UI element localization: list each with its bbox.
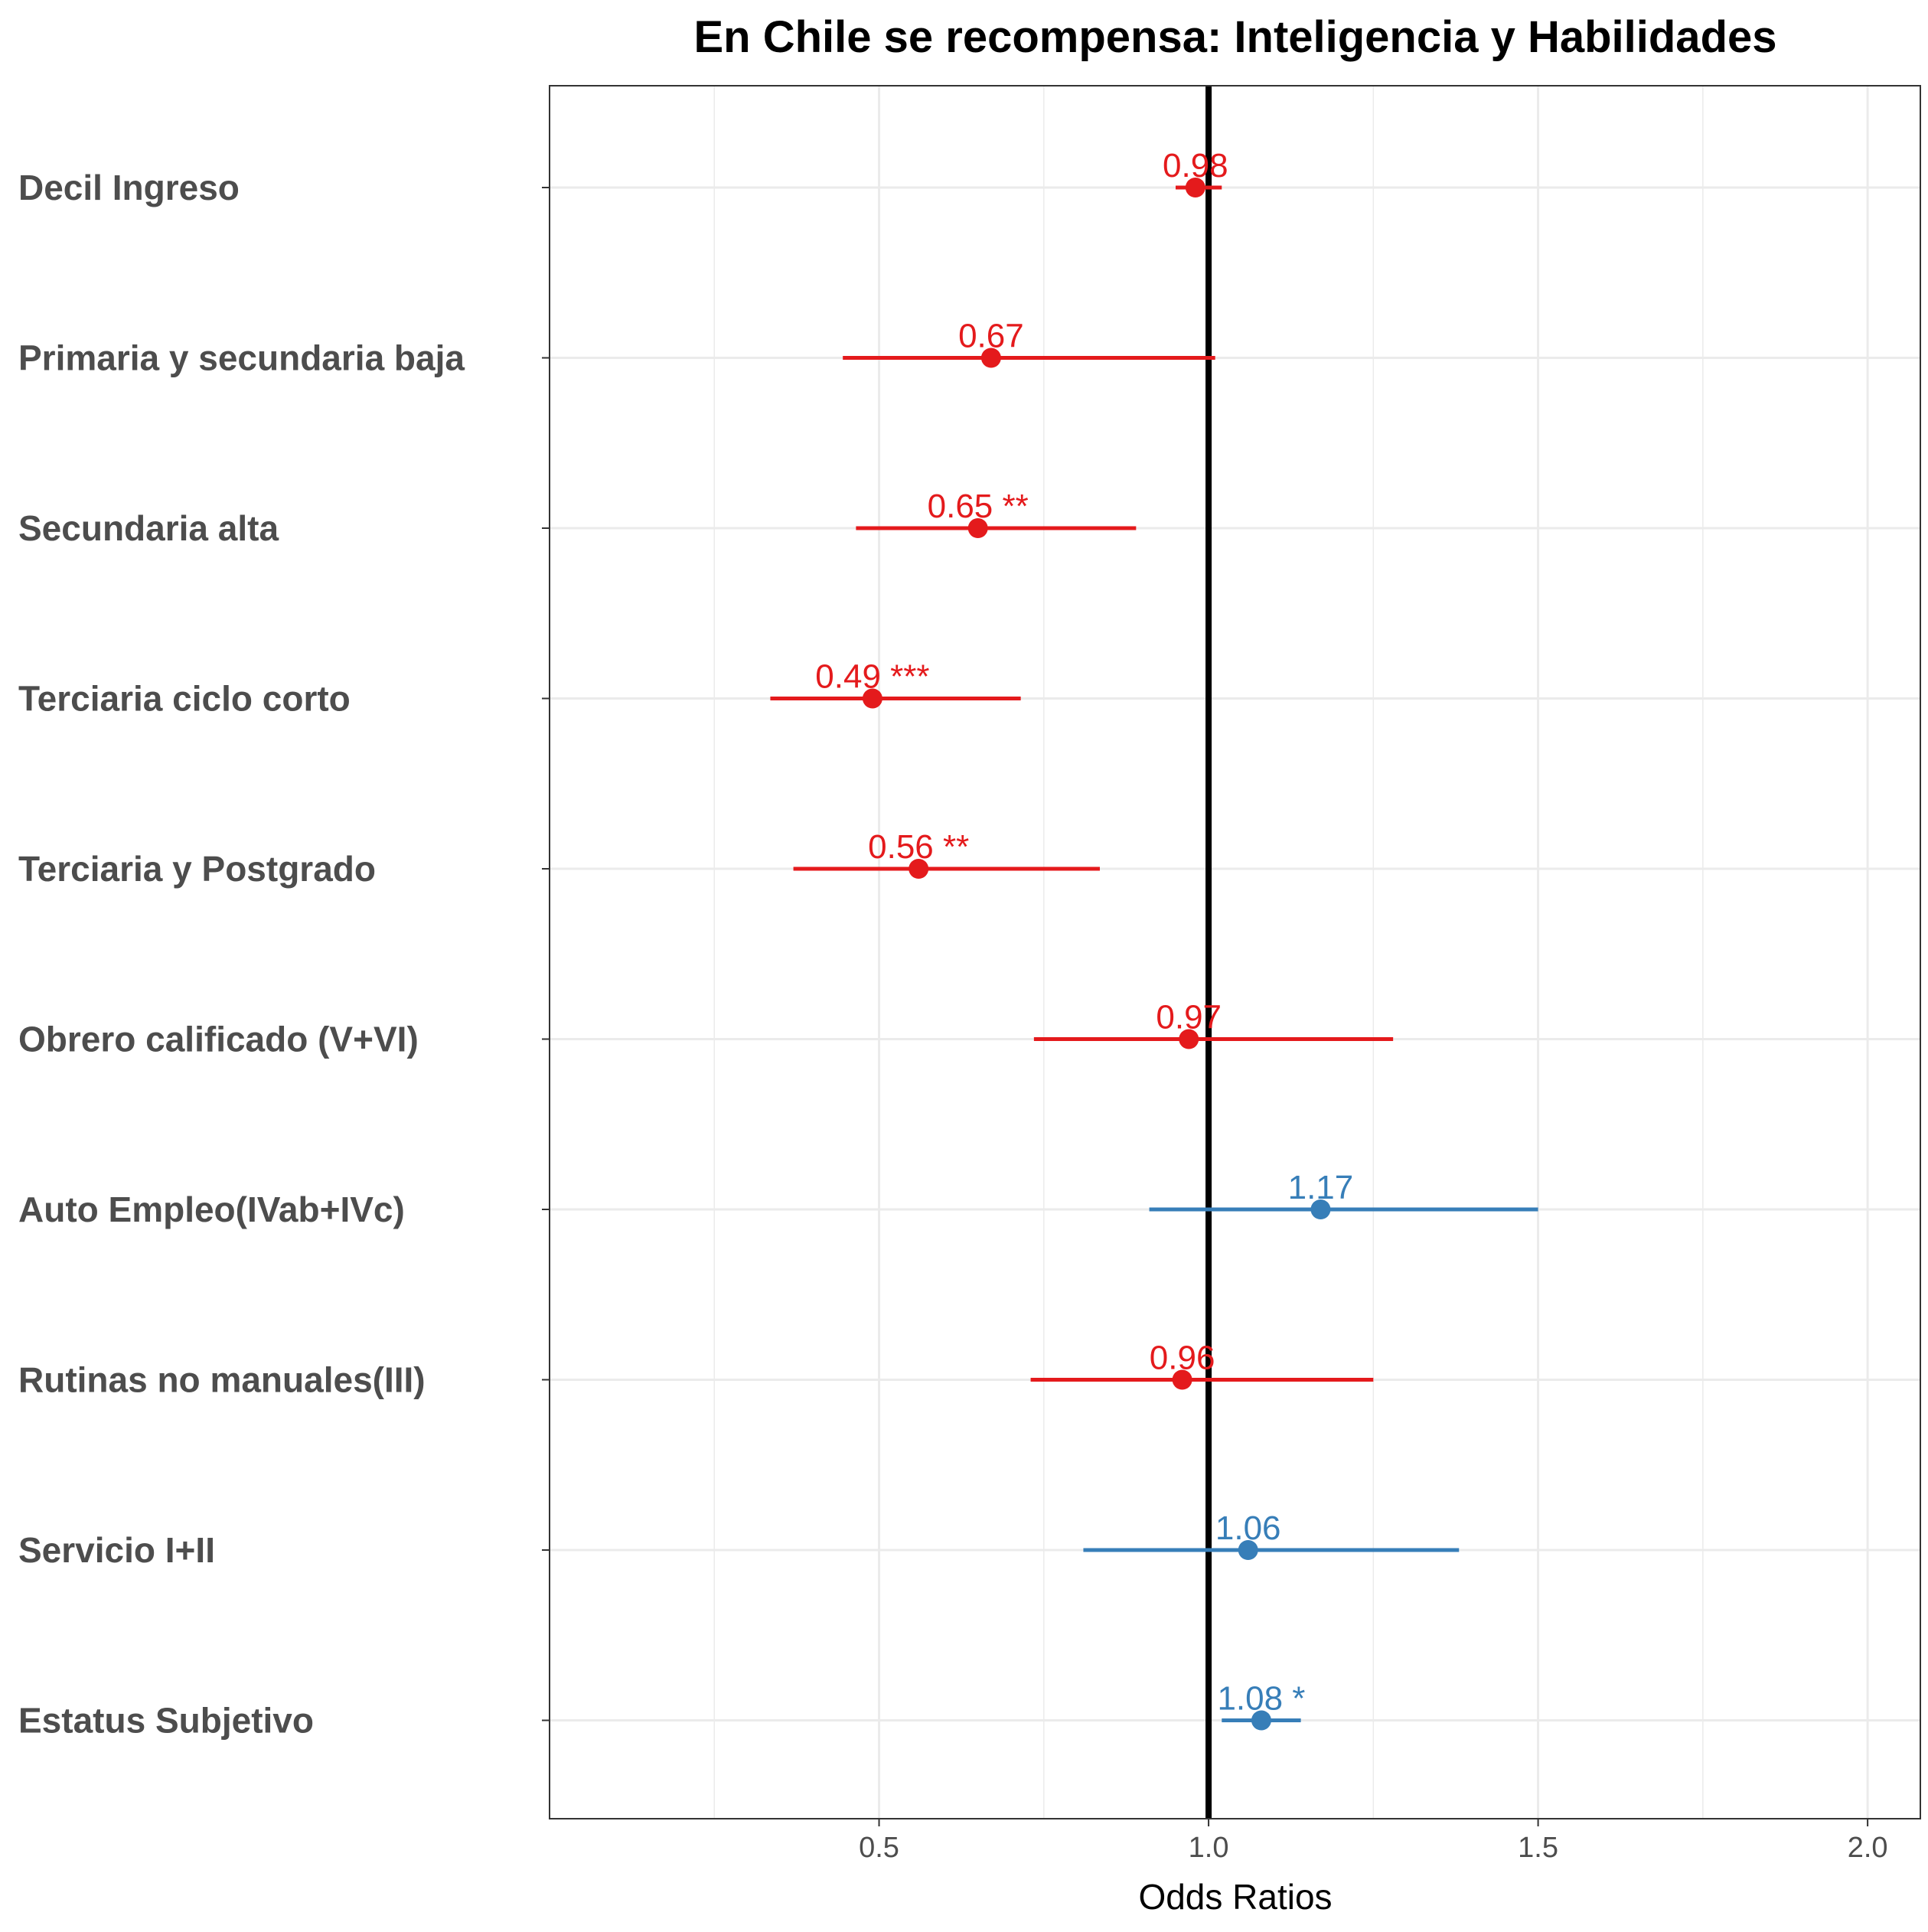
value-label: 0.98 — [1163, 147, 1228, 184]
value-label: 0.49 *** — [815, 658, 929, 696]
value-label: 1.08 * — [1217, 1680, 1305, 1718]
value-label: 0.65 ** — [928, 488, 1029, 525]
value-label: 0.97 — [1156, 999, 1222, 1036]
x-tick-label: 1.5 — [1518, 1832, 1558, 1864]
estimate-point — [1310, 1199, 1331, 1219]
panel-border — [549, 85, 1921, 1819]
y-tick-label: Decil Ingreso — [18, 168, 240, 207]
value-label: 1.17 — [1288, 1169, 1354, 1206]
x-axis-title: Odds Ratios — [1138, 1877, 1332, 1917]
estimate-point — [980, 348, 1001, 368]
estimate-point — [862, 688, 882, 709]
value-label: 1.06 — [1215, 1509, 1281, 1547]
x-tick-label: 0.5 — [859, 1832, 899, 1864]
y-tick-label: Auto Empleo(IVab+IVc) — [18, 1190, 405, 1229]
estimate-point — [1172, 1369, 1192, 1390]
y-tick-label: Estatus Subjetivo — [18, 1701, 314, 1741]
marks-layer: 0.98 0.67 0.65 ** 0.49 *** 0.56 ** 0.97 1.17 0.… — [770, 147, 1538, 1731]
estimate-point — [909, 859, 929, 879]
y-tick-label: Terciaria ciclo corto — [18, 679, 351, 719]
x-tick-label: 2.0 — [1848, 1832, 1888, 1864]
value-label: 0.56 ** — [868, 828, 969, 866]
value-label: 0.67 — [958, 318, 1024, 355]
y-tick-label: Terciaria y Postgrado — [18, 849, 376, 889]
y-tick-label: Rutinas no manuales(III) — [18, 1360, 426, 1400]
axis-layer: Decil Ingreso Primaria y secundaria baja S… — [18, 168, 1888, 1864]
x-tick-label: 1.0 — [1189, 1832, 1229, 1864]
estimate-point — [1238, 1540, 1258, 1560]
y-tick-label: Obrero calificado (V+VI) — [18, 1020, 419, 1059]
estimate-point — [1179, 1029, 1199, 1049]
y-tick-label: Servicio I+II — [18, 1530, 215, 1570]
estimate-point — [1185, 178, 1205, 197]
value-label: 0.96 — [1150, 1340, 1215, 1377]
estimate-point — [1251, 1710, 1271, 1731]
estimate-point — [967, 518, 988, 538]
y-tick-label: Primaria y secundaria baja — [18, 338, 465, 378]
chart-title: En Chile se recompensa: Inteligencia y H… — [693, 12, 1776, 62]
y-tick-label: Secundaria alta — [18, 508, 279, 548]
